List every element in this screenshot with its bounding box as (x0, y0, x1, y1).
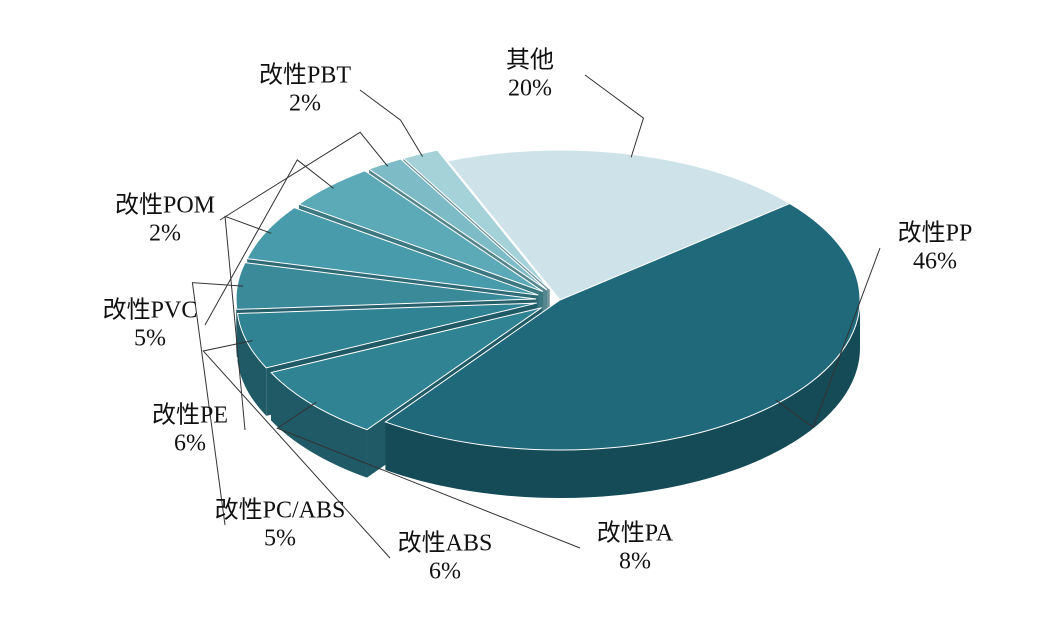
slice-percent: 6% (152, 430, 228, 458)
pie-chart: 改性PP46%改性PA8%改性ABS6%改性PC/ABS5%改性PE6%改性PV… (0, 0, 1056, 640)
slice-name: 改性PVC (103, 297, 198, 323)
slice-name: 改性PE (152, 402, 228, 428)
slice-percent: 5% (215, 525, 346, 553)
slice-label: 改性PP46% (898, 220, 973, 275)
slice-name: 改性PP (898, 220, 973, 246)
slice-label: 改性PVC5% (103, 297, 198, 352)
slice-label: 改性PA8% (597, 520, 673, 575)
slice-label: 改性ABS6% (398, 530, 493, 585)
slice-percent: 20% (506, 75, 554, 103)
slice-label: 其他20% (506, 47, 554, 102)
slice-percent: 2% (259, 90, 351, 118)
slice-percent: 5% (103, 325, 198, 353)
slice-name: 改性ABS (398, 530, 493, 556)
slice-label: 改性POM2% (115, 192, 215, 247)
slice-label: 改性PC/ABS5% (215, 497, 346, 552)
slice-percent: 6% (398, 558, 493, 586)
slice-label: 改性PBT2% (259, 62, 351, 117)
slice-percent: 2% (115, 220, 215, 248)
slice-name: 改性POM (115, 192, 215, 218)
slice-label: 改性PE6% (152, 402, 228, 457)
slice-name: 改性PC/ABS (215, 497, 346, 523)
slice-percent: 8% (597, 548, 673, 576)
slice-percent: 46% (898, 248, 973, 276)
slice-name: 其他 (506, 47, 554, 73)
slice-name: 改性PBT (259, 62, 351, 88)
slice-name: 改性PA (597, 520, 673, 546)
